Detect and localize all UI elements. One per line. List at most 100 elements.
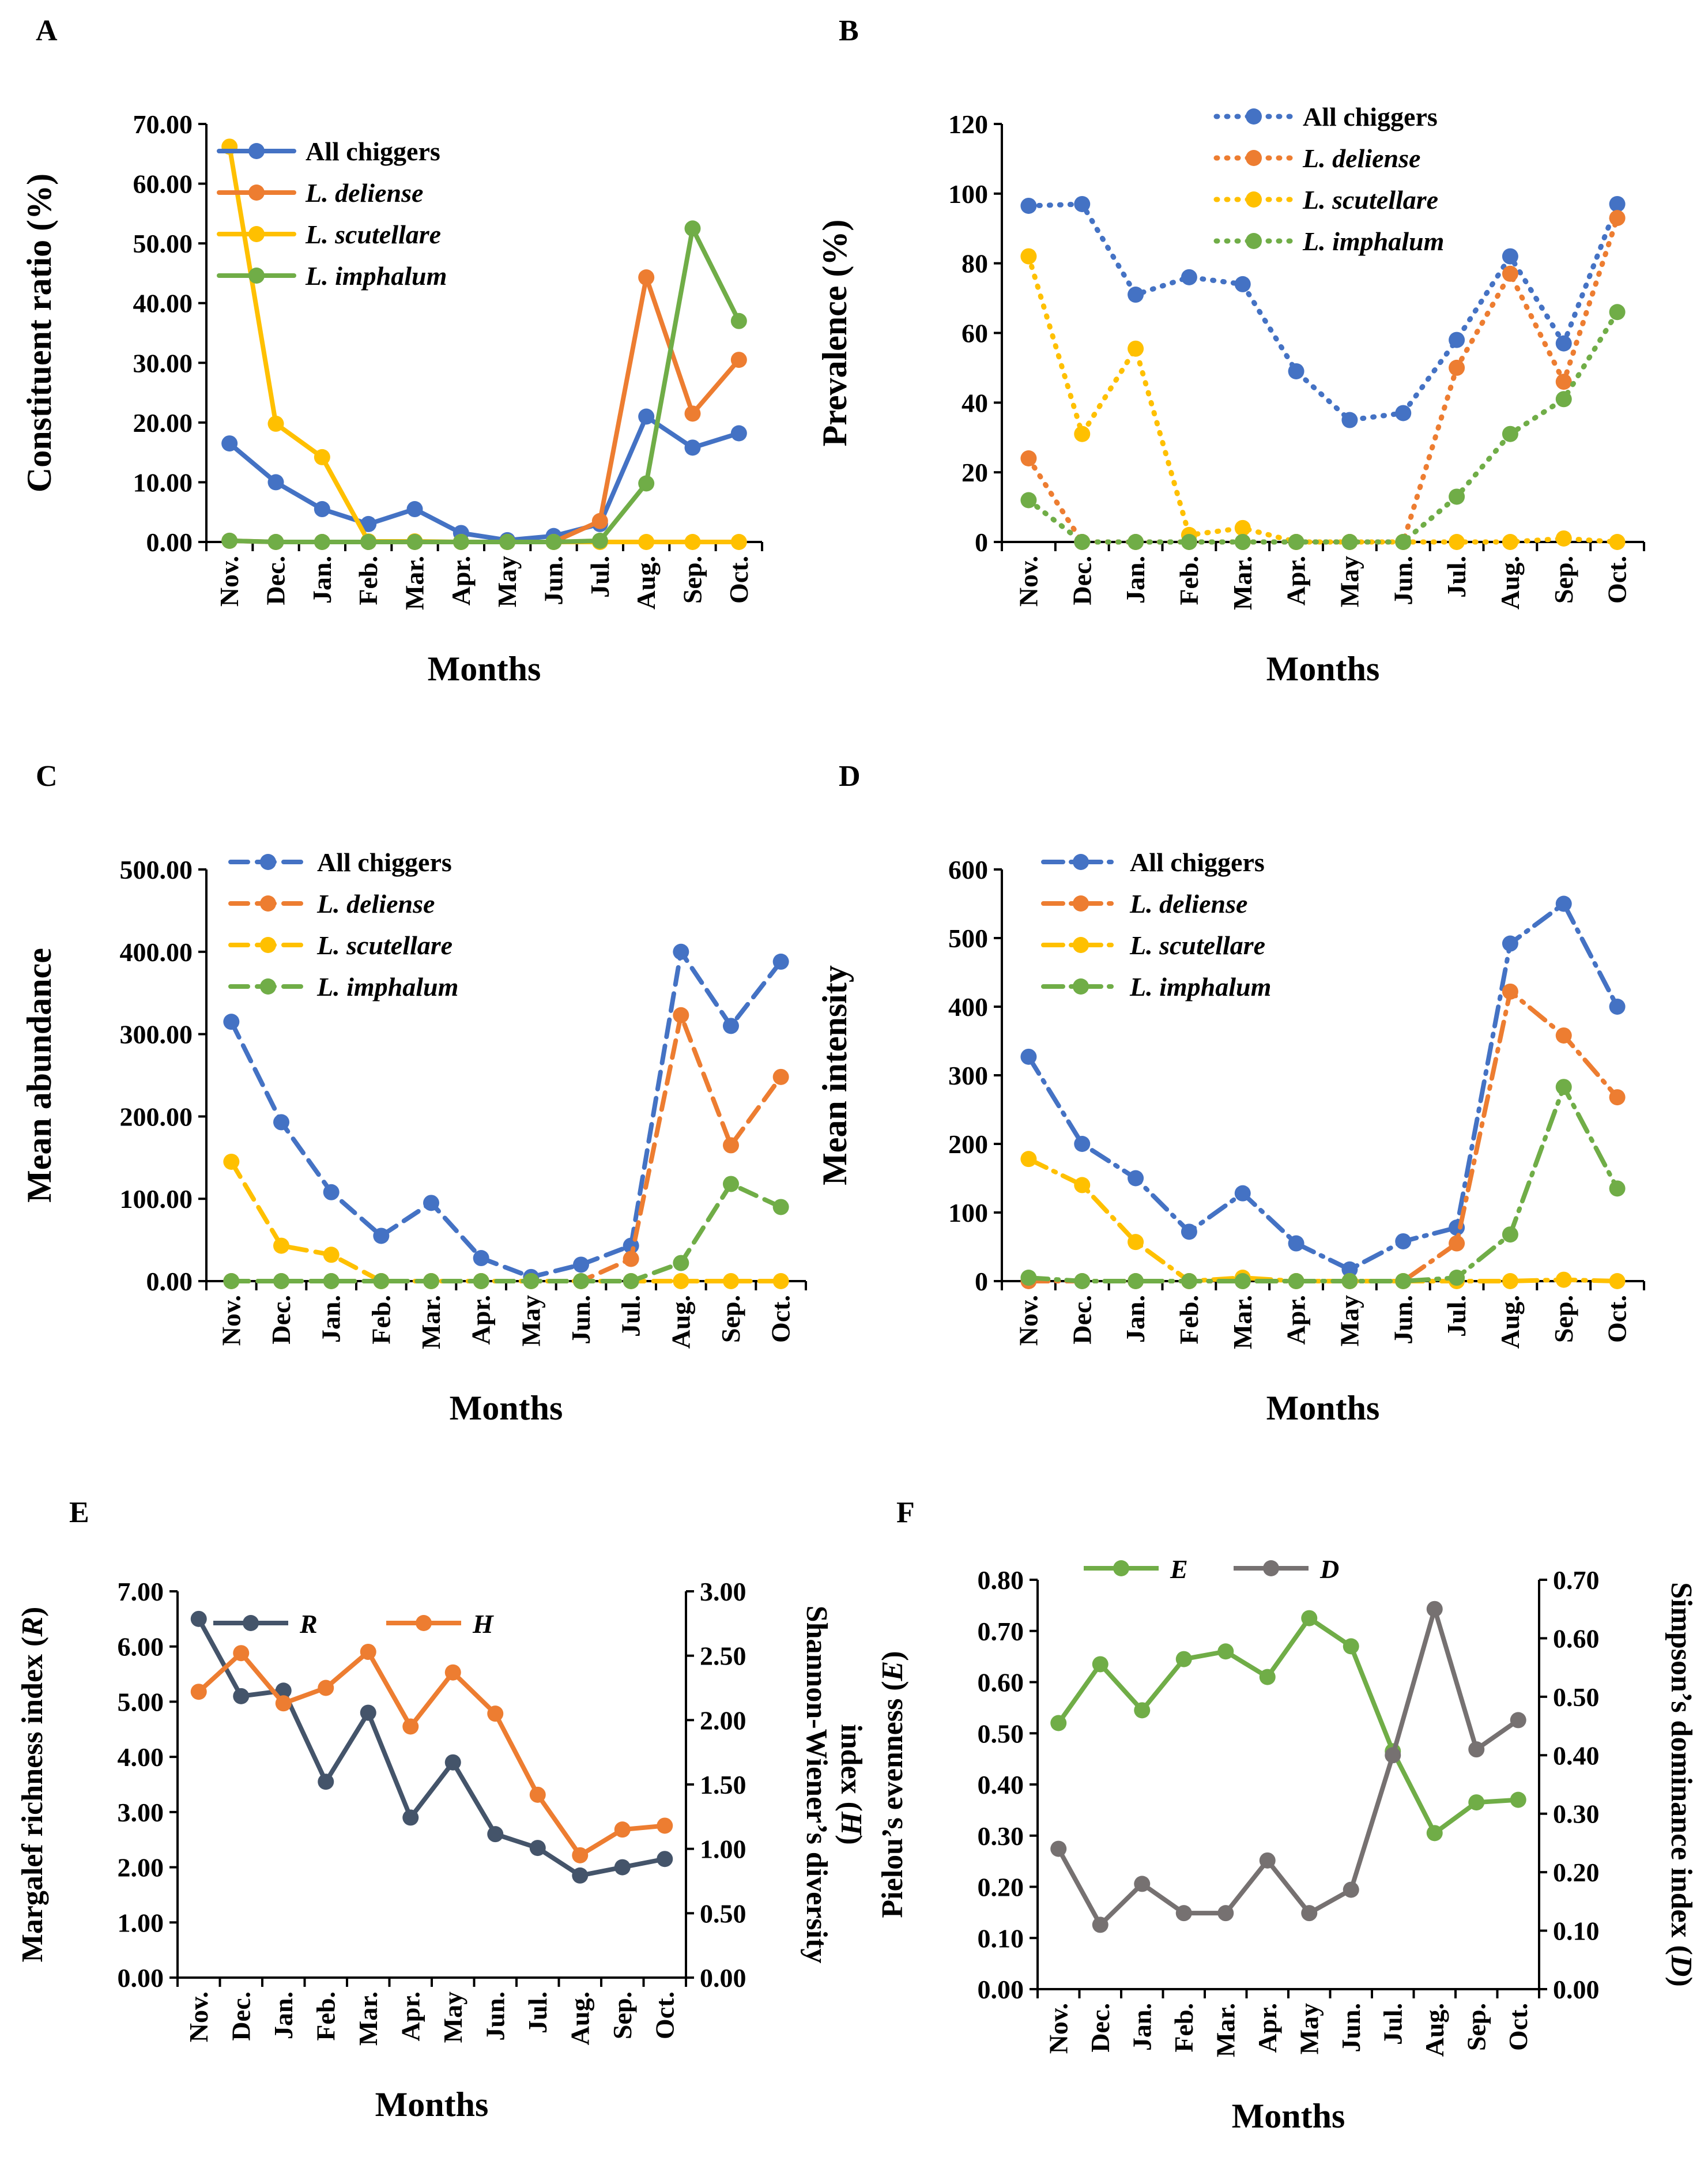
- y-axis-title: Prevalence (%): [816, 220, 854, 447]
- x-tick-label: Jul.: [616, 1295, 646, 1337]
- data-point: [1395, 405, 1412, 421]
- data-point: [1074, 1177, 1091, 1193]
- x-tick-label: Oct.: [724, 556, 753, 604]
- y-tick-label: 100.00: [120, 1184, 193, 1214]
- legend-label: L. deliense: [1302, 144, 1420, 173]
- data-point: [1020, 1270, 1037, 1286]
- x-axis-title: Months: [1232, 2097, 1345, 2135]
- data-point: [373, 1228, 390, 1244]
- data-point: [572, 1847, 589, 1863]
- legend-label: L. scutellare: [1129, 931, 1265, 960]
- y-tick-label: 500: [948, 924, 988, 953]
- x-tick-label: Feb.: [1174, 556, 1204, 605]
- x-tick-label: Jul.: [1442, 556, 1471, 598]
- data-point: [1449, 359, 1465, 376]
- data-point: [772, 953, 789, 970]
- y-tick-label: 100: [948, 179, 988, 209]
- data-point: [1074, 426, 1091, 442]
- x-axis-title: Months: [1266, 1389, 1380, 1427]
- series-deliense: [221, 269, 747, 550]
- data-point: [318, 1774, 334, 1790]
- x-axis-title: Months: [1266, 650, 1380, 688]
- data-point: [684, 439, 701, 456]
- data-point: [1609, 534, 1626, 550]
- x-tick-label: Aug.: [1495, 1295, 1525, 1349]
- x-tick-label: Nov.: [1013, 1295, 1043, 1346]
- y-tick-label: 6.00: [118, 1632, 164, 1662]
- data-point: [1134, 1702, 1151, 1719]
- data-point: [1128, 534, 1144, 550]
- y2-tick-label: 0.70: [1553, 1565, 1600, 1595]
- x-axis-title: Months: [450, 1389, 563, 1427]
- data-point: [402, 1718, 419, 1735]
- data-point: [1385, 1747, 1401, 1764]
- data-point: [1074, 534, 1091, 550]
- panel-B: B 0 20 40 60 80 100 120 Nov. Dec. Jan. Feb. Mar. Apr.…: [816, 14, 1645, 688]
- y2-tick-label: 0.20: [1553, 1858, 1600, 1887]
- legend-label: All chiggers: [306, 137, 440, 166]
- data-point: [1395, 1273, 1412, 1289]
- legend-marker: [1073, 854, 1089, 870]
- x-tick-label: Nov.: [1013, 556, 1043, 607]
- data-point: [1288, 1273, 1304, 1289]
- data-point: [275, 1695, 292, 1712]
- y-tick-label: 0.70: [978, 1617, 1024, 1646]
- x-tick-label: Apr.: [395, 1991, 425, 2042]
- series-line: [196, 1650, 668, 1858]
- x-tick-label: Oct.: [650, 1991, 679, 2039]
- x-tick-label: Feb.: [353, 556, 383, 605]
- data-point: [233, 1645, 250, 1662]
- data-point: [1181, 534, 1197, 550]
- x-tick-label: Oct.: [1603, 1295, 1632, 1343]
- data-point: [1343, 1881, 1359, 1898]
- series-scutellare: [1020, 248, 1626, 550]
- y-tick-label: 4.00: [118, 1742, 164, 1772]
- x-tick-label: Oct.: [766, 1295, 795, 1343]
- data-point: [1426, 1825, 1443, 1842]
- series-line: [1056, 1606, 1521, 1927]
- data-point: [1074, 1273, 1091, 1289]
- x-tick-label: Jul.: [523, 1991, 552, 2034]
- y-tick-label: 5.00: [118, 1687, 164, 1716]
- data-point: [1609, 195, 1626, 212]
- data-point: [545, 534, 562, 550]
- legend-label: L. imphalum: [316, 972, 458, 1001]
- data-point: [221, 532, 238, 549]
- y-tick-label: 100: [948, 1198, 988, 1228]
- data-point: [1128, 1170, 1144, 1187]
- data-point: [730, 425, 747, 442]
- panel-label: A: [36, 14, 58, 47]
- legend: All chiggers L. deliense L. scutellare L. i…: [1213, 102, 1444, 256]
- x-tick-label: Jun.: [1388, 1295, 1417, 1345]
- data-point: [1234, 1185, 1251, 1202]
- data-point: [487, 1826, 504, 1843]
- data-point: [1502, 1273, 1518, 1289]
- data-point: [1555, 1079, 1572, 1095]
- x-tick-label: Nov.: [1043, 2003, 1073, 2054]
- series-line: [1025, 309, 1620, 545]
- x-tick-label: Sep.: [716, 1295, 745, 1343]
- series-all: [1020, 195, 1626, 428]
- y-tick-label: 0: [975, 528, 988, 557]
- y-tick-label: 600: [948, 855, 988, 884]
- series-line: [1026, 1085, 1620, 1283]
- legend-label: L. deliense: [305, 178, 423, 208]
- legend-label: All chiggers: [1303, 102, 1438, 131]
- data-point: [657, 1817, 673, 1834]
- data-point: [1181, 1223, 1197, 1240]
- data-point: [1074, 195, 1091, 212]
- x-tick-label: Aug.: [1495, 556, 1525, 609]
- data-point: [638, 475, 655, 492]
- data-point: [314, 534, 330, 550]
- x-tick-label: May: [492, 556, 522, 607]
- data-point: [406, 501, 423, 518]
- x-tick-label: Apr.: [446, 556, 476, 606]
- y-tick-label: 30.00: [133, 348, 193, 378]
- series-R: [190, 1610, 673, 1884]
- y2-tick-label: 0.10: [1553, 1917, 1600, 1946]
- data-point: [591, 532, 608, 549]
- data-point: [314, 501, 330, 518]
- legend-marker: [1246, 150, 1262, 166]
- data-point: [1468, 1741, 1485, 1758]
- y-tick-label: 500.00: [120, 855, 193, 884]
